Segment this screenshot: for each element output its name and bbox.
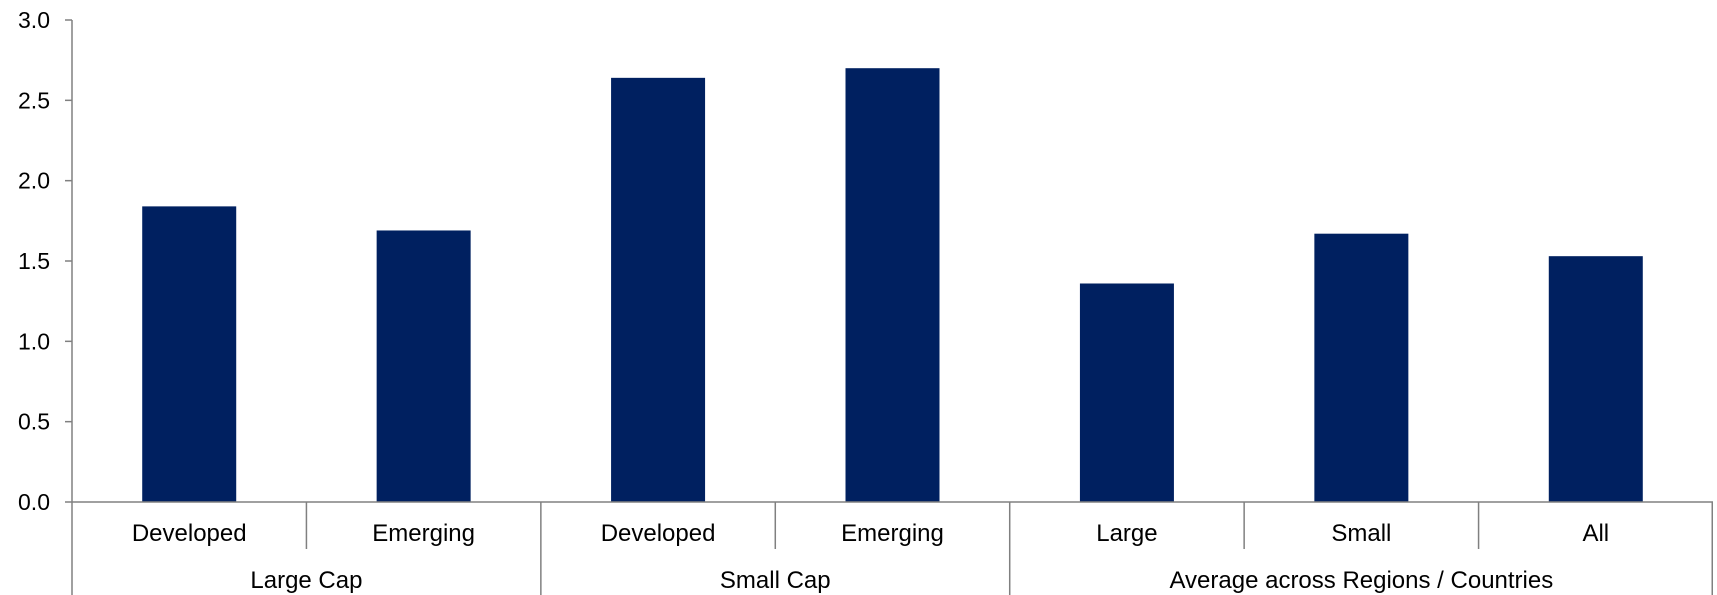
x-category-label: Large (1096, 520, 1157, 547)
y-tick-label: 1.5 (18, 248, 50, 274)
y-tick-label: 0.5 (18, 409, 50, 435)
x-axis: Developed Emerging Developed Emerging Large S… (72, 501, 1713, 595)
x-category-label: Developed (601, 520, 716, 547)
bar (142, 206, 237, 502)
x-category-label: Small (1331, 520, 1391, 547)
x-category-label: Developed (132, 520, 247, 547)
x-category-label: Emerging (372, 520, 475, 547)
bar (1314, 233, 1409, 503)
x-category-label: All (1582, 520, 1609, 547)
y-tick-label: 2.5 (18, 87, 50, 113)
x-category-label: Emerging (841, 520, 944, 547)
x-group-label: Large Cap (250, 567, 362, 594)
bar (611, 77, 706, 502)
x-group-label: Average across Regions / Countries (1169, 567, 1553, 594)
bar (1548, 256, 1643, 502)
y-tick-label: 2.0 (18, 168, 50, 194)
y-tick-label: 0.0 (18, 489, 50, 515)
y-axis: 0.0 0.5 1.0 1.5 2.0 2.5 3.0 (18, 7, 73, 595)
bars (142, 68, 1643, 503)
x-group-label: Small Cap (720, 567, 831, 594)
bar (845, 68, 940, 502)
bar (376, 230, 471, 502)
y-tick-label: 1.0 (18, 328, 50, 354)
bar (1079, 283, 1174, 502)
y-tick-label: 3.0 (18, 7, 50, 33)
